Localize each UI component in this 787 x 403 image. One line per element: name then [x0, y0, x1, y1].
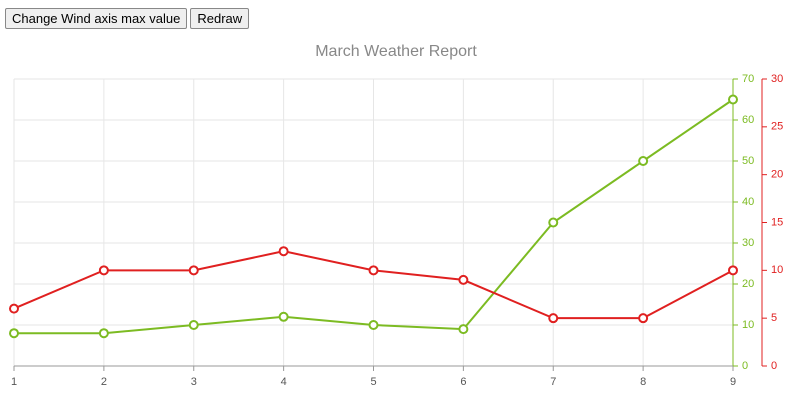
x-tick-label: 2 — [101, 376, 107, 388]
point — [188, 320, 199, 330]
point — [548, 313, 559, 324]
y2-tick-label: 5 — [771, 312, 777, 324]
y2-tick-label: 15 — [771, 216, 783, 228]
point — [9, 303, 19, 314]
chart-title: March Weather Report — [315, 43, 477, 60]
point — [638, 156, 649, 166]
x-tick-label: 6 — [460, 376, 466, 388]
point — [638, 313, 649, 324]
x-tick-label: 8 — [640, 376, 646, 388]
y2-tick-label: 25 — [771, 121, 783, 133]
x-tick-label: 3 — [191, 376, 197, 388]
y-tick-label: 70 — [742, 73, 754, 85]
point — [98, 328, 109, 339]
point — [188, 265, 199, 276]
x-tick-label: 5 — [370, 376, 376, 388]
point — [548, 217, 559, 228]
point — [458, 274, 469, 285]
y-tick-label: 20 — [742, 278, 754, 290]
point — [278, 311, 289, 322]
y-tick-label: 60 — [742, 114, 754, 126]
point — [728, 265, 738, 276]
y-tick-label: 40 — [742, 196, 754, 208]
toolbar: Change Wind axis max value Redraw — [5, 8, 250, 29]
point — [368, 265, 379, 276]
y-tick-label: 10 — [742, 319, 754, 331]
redraw-button[interactable]: Redraw — [190, 8, 250, 29]
y-tick-label: 50 — [742, 155, 754, 167]
point — [728, 94, 738, 105]
x-tick-label: 9 — [730, 376, 736, 388]
y-tick-label: 30 — [742, 237, 754, 249]
y2-tick-label: 10 — [771, 264, 783, 276]
change-axis-button[interactable]: Change Wind axis max value — [5, 8, 188, 29]
point — [368, 320, 379, 330]
y2-tick-label: 20 — [771, 169, 783, 181]
point — [98, 265, 109, 276]
y-tick-label: 0 — [742, 360, 748, 372]
y2-tick-label: 30 — [771, 73, 783, 85]
point — [9, 328, 19, 339]
point — [278, 246, 289, 257]
point — [458, 324, 469, 335]
y2-tick-label: 0 — [771, 360, 777, 372]
x-tick-label: 1 — [11, 376, 17, 388]
x-tick-label: 4 — [281, 376, 287, 388]
x-tick-label: 7 — [550, 376, 556, 388]
